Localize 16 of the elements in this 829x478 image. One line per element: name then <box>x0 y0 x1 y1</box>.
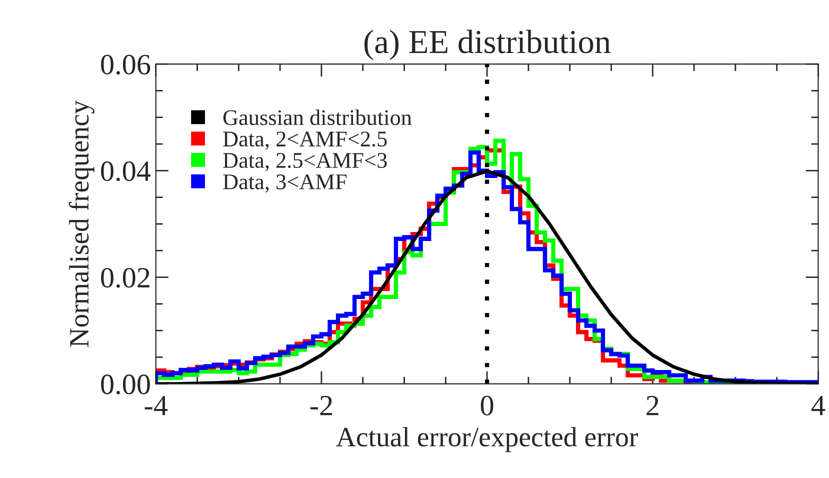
legend-label: Gaussian distribution <box>223 110 412 126</box>
chart-title: (a) EE distribution <box>364 30 611 60</box>
y-tick-label: 0.06 <box>101 54 150 75</box>
x-tick-label: 2 <box>646 396 658 416</box>
x-tick-label: 0 <box>480 396 494 416</box>
x-tick-label: 4 <box>812 396 826 416</box>
y-tick-label: 0.04 <box>101 161 151 182</box>
y-axis-title: Normalised frequency <box>68 100 94 347</box>
legend-label: Data, 3<AMF <box>223 174 347 193</box>
x-tick-label: -4 <box>144 396 168 416</box>
y-tick-label: 0.00 <box>101 374 150 394</box>
x-axis-title: Actual error/expected error <box>336 426 638 452</box>
x-tick-label: -2 <box>310 396 332 416</box>
legend-label: Data, 2<AMF<2.5 <box>223 132 387 150</box>
legend-label: Data, 2.5<AMF<3 <box>223 153 387 172</box>
y-tick-label: 0.02 <box>101 268 150 288</box>
